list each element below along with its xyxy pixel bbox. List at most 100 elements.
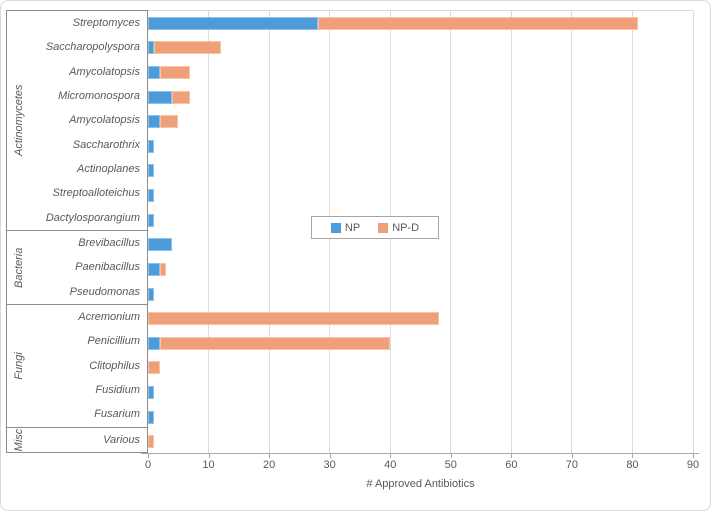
category-label: Various [103,433,140,446]
bar-segment-np-micromonospora [148,90,173,104]
bar-segment-np-streptoalloteichus [148,189,155,203]
bar-segment-npd-acremonium [148,312,439,326]
category-rows: Acremonium Penicillium Clitophilus Fusidium… [29,305,147,427]
category-label: Streptomyces [72,17,140,30]
x-axis-title: # Approved Antibiotics [366,478,475,490]
x-axis-tick-label: 50 [444,459,457,471]
x-axis-tick [632,454,634,458]
bar-row [148,36,693,61]
x-axis-tick-label: 40 [384,459,397,471]
category-label: Dactylosporangium [45,211,140,224]
x-axis-tick-label: 70 [565,459,578,471]
bar-row [148,183,693,208]
gridline [571,11,573,454]
category-label: Actinoplanes [77,163,140,176]
category-label: Pseudomonas [69,285,140,298]
bar-segment-np-amycolatopsis [148,115,161,129]
bar-segment-np-fusarium [148,410,155,424]
gridline [510,11,512,454]
category-group-actinomycetes: Actinomycetes Streptomyces Saccharopolyspo… [7,11,147,231]
bar-row [148,85,693,110]
bar-segment-npd-streptomyces [317,16,639,30]
category-label: Acremonium [78,311,140,324]
bar-segment-npd-amycolatopsis [160,115,179,129]
x-axis-tick [390,454,392,458]
x-axis-tick-label: 60 [505,459,518,471]
legend-item-np: NP [330,221,361,234]
x-axis-tick-label: 80 [626,459,639,471]
legend-label-npd: NP-D [392,221,420,234]
category-rows: Various [29,428,147,452]
category-group-misc: Misc Various [7,428,147,452]
gridline [692,11,694,454]
group-label: Misc [13,428,25,452]
bar-segment-np-paenibacillus [148,262,161,276]
bar-segment-npd-various [148,435,155,449]
bar-segment-np-actinoplanes [148,164,155,178]
x-axis-tick-label: 30 [323,459,336,471]
bar-segment-npd-penicillium [160,336,391,350]
category-label: Brevibacillus [78,237,140,250]
legend-label-np: NP [344,221,361,234]
category-rows: Streptomyces Saccharopolyspora Amycolatops… [29,11,147,230]
x-axis-tick [208,454,210,458]
bar-segment-np-penicillium [148,336,161,350]
x-axis-tick [693,454,694,458]
x-axis-tick [329,454,331,458]
category-label: Streptoalloteichus [52,187,140,200]
bar-row [148,11,693,36]
x-axis-tick-label: 20 [262,459,276,471]
category-group-bacteria: Bacteria Brevibacillus Paenibacillus Pseudo… [7,231,147,305]
legend: NP NP-D [311,216,439,239]
category-label: Amycolatopsis [69,65,140,78]
bar-segment-np-streptomyces [148,16,318,30]
x-axis-tick [571,454,573,458]
x-axis-tick [148,454,149,458]
bar-segment-np-dactylosporangium [148,213,155,227]
bar-row [148,380,693,405]
bar-segment-np-fusidium [148,385,155,399]
bar-row [148,257,693,282]
bar-segment-np-saccharothrix [148,139,155,153]
category-group-fungi: Fungi Acremonium Penicillium Clitophilus Fus… [7,305,147,428]
bar-segment-np-saccharopolyspora [148,41,155,55]
group-label: Actinomycetes [13,84,25,157]
x-axis-line [141,453,699,454]
bar-row [148,134,693,159]
group-label: Fungi [13,352,25,380]
gridline [450,11,452,454]
legend-item-npd: NP-D [378,222,419,234]
category-label: Saccharothrix [72,138,140,151]
bar-row [148,282,693,307]
bar-row [148,208,693,233]
category-label: Clitophilus [89,359,140,372]
bar-row [148,109,693,134]
category-rows: Brevibacillus Paenibacillus Pseudomonas [29,231,147,304]
bar-segment-npd-micromonospora [172,90,191,104]
bar-row [148,306,693,331]
group-label: Bacteria [13,247,25,288]
bar-segment-npd-clitophilus [148,361,161,375]
x-axis-tick [450,454,452,458]
category-label: Fusarium [94,408,140,421]
x-axis-tick-label: 0 [144,459,152,471]
category-label: Amycolatopsis [69,114,140,127]
plot-area: NP NP-D [148,10,694,454]
bar-row [148,356,693,381]
category-label: Fusidium [95,384,140,397]
bar-segment-np-pseudomonas [148,287,155,301]
gridline [268,11,270,454]
bar-segment-np-amycolatopsis [148,66,161,80]
bar-row [148,405,693,430]
np-swatch-icon [330,222,341,233]
gridline [631,11,633,454]
bar-segment-npd-amycolatopsis [160,66,191,80]
category-label: Micromonospora [58,90,140,103]
category-axis: Actinomycetes Streptomyces Saccharopolyspo… [6,10,148,453]
gridline [208,11,210,454]
category-label: Saccharopolyspora [45,41,140,54]
x-axis-tick [269,454,271,458]
bar-segment-npd-saccharopolyspora [154,41,221,55]
x-axis-tick [511,454,513,458]
